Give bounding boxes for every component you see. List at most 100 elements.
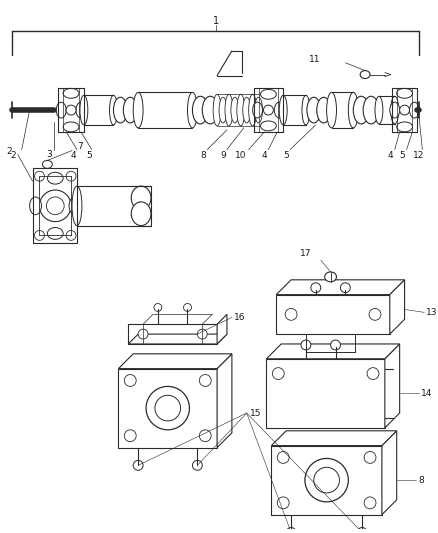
Ellipse shape	[184, 303, 191, 311]
Text: 3: 3	[46, 150, 52, 159]
Ellipse shape	[35, 171, 44, 181]
Ellipse shape	[42, 160, 52, 168]
Text: 5: 5	[86, 151, 92, 160]
Text: 7: 7	[77, 142, 83, 151]
Ellipse shape	[391, 96, 399, 124]
Text: 5: 5	[400, 151, 406, 160]
Ellipse shape	[131, 202, 151, 225]
Text: 8: 8	[418, 475, 424, 484]
Ellipse shape	[124, 97, 137, 123]
Ellipse shape	[397, 122, 413, 132]
Ellipse shape	[133, 92, 143, 128]
Ellipse shape	[302, 95, 310, 125]
Ellipse shape	[277, 497, 289, 509]
Text: 9: 9	[220, 151, 226, 160]
Ellipse shape	[154, 303, 162, 311]
Ellipse shape	[253, 102, 262, 118]
Polygon shape	[266, 344, 399, 359]
Ellipse shape	[363, 96, 379, 124]
Ellipse shape	[231, 97, 239, 123]
Bar	[118, 369, 217, 448]
Ellipse shape	[237, 94, 245, 126]
Ellipse shape	[110, 95, 117, 125]
Ellipse shape	[399, 105, 410, 115]
Ellipse shape	[192, 461, 202, 470]
Ellipse shape	[340, 283, 350, 293]
Ellipse shape	[261, 121, 276, 131]
Ellipse shape	[66, 230, 76, 240]
Text: 4: 4	[70, 151, 76, 160]
Ellipse shape	[138, 329, 148, 339]
Ellipse shape	[199, 430, 211, 442]
Ellipse shape	[279, 95, 287, 125]
Ellipse shape	[367, 368, 379, 379]
Ellipse shape	[274, 102, 284, 118]
Ellipse shape	[69, 197, 81, 215]
Text: 10: 10	[235, 151, 247, 160]
Ellipse shape	[331, 340, 340, 350]
Bar	[272, 446, 382, 515]
Text: 1: 1	[213, 17, 219, 26]
Ellipse shape	[56, 102, 66, 118]
Ellipse shape	[113, 97, 127, 123]
Ellipse shape	[369, 309, 381, 320]
Polygon shape	[128, 334, 227, 344]
Polygon shape	[382, 431, 397, 515]
Ellipse shape	[66, 105, 76, 115]
Text: 2: 2	[10, 151, 15, 160]
Ellipse shape	[390, 102, 399, 118]
Ellipse shape	[325, 272, 336, 282]
Polygon shape	[272, 431, 397, 446]
Ellipse shape	[198, 329, 207, 339]
Ellipse shape	[219, 97, 227, 123]
Ellipse shape	[314, 467, 339, 493]
Ellipse shape	[192, 96, 208, 124]
Ellipse shape	[286, 528, 296, 533]
Ellipse shape	[410, 102, 420, 118]
Text: 15: 15	[250, 408, 261, 417]
Ellipse shape	[80, 95, 88, 125]
Ellipse shape	[364, 497, 376, 509]
Ellipse shape	[199, 375, 211, 386]
Ellipse shape	[360, 70, 370, 78]
Ellipse shape	[30, 197, 42, 215]
Ellipse shape	[305, 458, 348, 502]
Polygon shape	[128, 324, 217, 344]
Ellipse shape	[364, 451, 376, 463]
Text: 2: 2	[6, 147, 11, 156]
Ellipse shape	[63, 88, 79, 98]
Ellipse shape	[327, 92, 336, 128]
Ellipse shape	[46, 197, 64, 215]
Ellipse shape	[66, 171, 76, 181]
Ellipse shape	[202, 96, 218, 124]
Text: 8: 8	[201, 151, 206, 160]
Ellipse shape	[375, 96, 383, 124]
Ellipse shape	[307, 97, 321, 123]
Ellipse shape	[311, 283, 321, 293]
Ellipse shape	[124, 430, 136, 442]
Ellipse shape	[397, 88, 413, 98]
Ellipse shape	[146, 386, 190, 430]
Polygon shape	[217, 314, 227, 344]
Ellipse shape	[317, 97, 331, 123]
Ellipse shape	[47, 228, 63, 239]
Ellipse shape	[348, 92, 358, 128]
Polygon shape	[385, 344, 399, 428]
Ellipse shape	[76, 102, 86, 118]
Text: 4: 4	[261, 151, 267, 160]
Ellipse shape	[72, 186, 82, 225]
Ellipse shape	[187, 92, 198, 128]
Ellipse shape	[301, 340, 311, 350]
Ellipse shape	[254, 97, 262, 123]
Ellipse shape	[285, 309, 297, 320]
Ellipse shape	[264, 105, 273, 115]
Text: 11: 11	[309, 55, 321, 64]
Ellipse shape	[243, 97, 251, 123]
Text: 16: 16	[234, 313, 245, 322]
Text: 5: 5	[283, 151, 289, 160]
Ellipse shape	[155, 395, 180, 421]
Ellipse shape	[357, 528, 367, 533]
Bar	[266, 359, 385, 428]
Ellipse shape	[47, 172, 63, 184]
Ellipse shape	[35, 230, 44, 240]
